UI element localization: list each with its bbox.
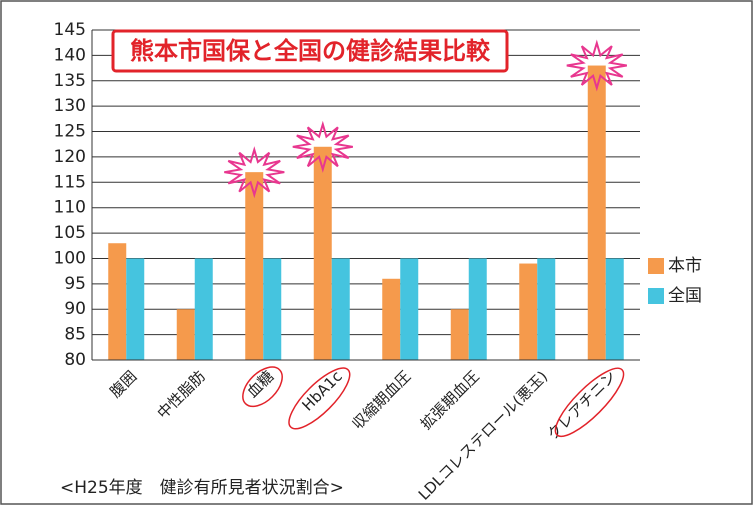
footnote: <H25年度 健診有所見者状況割合> xyxy=(60,478,344,498)
y-tick-label: 135 xyxy=(54,71,86,91)
chart-title: 熊本市国保と全国の健診結果比較 xyxy=(130,37,491,65)
bar xyxy=(382,279,400,360)
chart: <H25年度 健診有所見者状況割合> 80 85 90 95 100 105 110 115 1… xyxy=(0,0,753,505)
bar xyxy=(451,309,469,360)
bar xyxy=(195,258,213,360)
bar xyxy=(469,258,487,360)
y-tick-label: 90 xyxy=(64,299,86,319)
legend-label: 全国 xyxy=(668,286,702,306)
bar xyxy=(400,258,418,360)
bar xyxy=(588,66,606,360)
bar xyxy=(332,258,350,360)
y-tick-label: 95 xyxy=(64,274,86,294)
bar xyxy=(177,309,195,360)
y-tick-label: 110 xyxy=(54,198,86,218)
bar xyxy=(126,258,144,360)
legend-label: 本市 xyxy=(668,256,702,276)
y-tick-label: 100 xyxy=(54,248,86,268)
bar xyxy=(606,258,624,360)
y-tick-label: 105 xyxy=(54,223,86,243)
bar xyxy=(314,147,332,360)
y-tick-label: 145 xyxy=(54,20,86,40)
y-tick-label: 115 xyxy=(54,172,86,192)
bar xyxy=(519,264,537,360)
bar xyxy=(263,258,281,360)
y-tick-label: 85 xyxy=(64,325,86,345)
y-tick-label: 120 xyxy=(54,147,86,167)
bar xyxy=(245,172,263,360)
bar xyxy=(537,258,555,360)
y-tick-label: 140 xyxy=(54,45,86,65)
y-tick-label: 80 xyxy=(64,350,86,370)
bar xyxy=(108,243,126,360)
legend-swatch xyxy=(648,258,664,274)
y-tick-label: 130 xyxy=(54,96,86,116)
legend-swatch xyxy=(648,288,664,304)
y-tick-label: 125 xyxy=(54,122,86,142)
